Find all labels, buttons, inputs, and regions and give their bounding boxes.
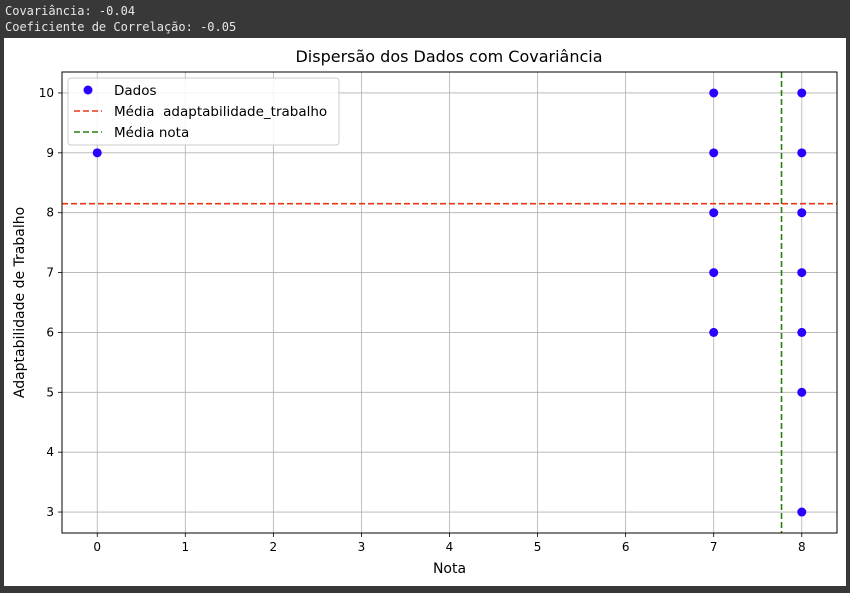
x-tick-label: 0 [93, 540, 101, 554]
covariance-line: Covariância: -0.04 [5, 4, 136, 18]
correlation-line: Coeficiente de Correlação: -0.05 [5, 20, 237, 34]
data-point [797, 148, 807, 158]
data-point [92, 148, 102, 158]
mean-lines [62, 72, 837, 533]
y-tick-label: 5 [46, 385, 54, 399]
console-output: Covariância: -0.04 Coeficiente de Correl… [0, 0, 850, 38]
x-tick-label: 2 [270, 540, 278, 554]
grid-lines [62, 72, 837, 533]
x-tick-label: 4 [446, 540, 454, 554]
x-tick-label: 5 [534, 540, 542, 554]
y-tick-label: 10 [39, 86, 54, 100]
legend-marker [83, 85, 93, 95]
data-point [797, 208, 807, 218]
data-point [797, 88, 807, 98]
y-tick-label: 6 [46, 325, 54, 339]
x-axis-label: Nota [433, 561, 466, 577]
data-point [797, 387, 807, 397]
x-tick-label: 8 [798, 540, 806, 554]
data-point [797, 327, 807, 337]
data-points [92, 88, 807, 517]
legend-label: Dados [114, 83, 157, 99]
x-tick-label: 3 [358, 540, 366, 554]
chart-title: Dispersão dos Dados com Covariância [295, 47, 602, 66]
y-tick-label: 8 [46, 206, 54, 220]
chart-legend: Dados Média adaptabilidade_trabalho Média … [67, 77, 340, 146]
data-point [709, 268, 719, 278]
data-point [709, 148, 719, 158]
legend-label: Média nota [114, 125, 189, 141]
x-tick-label: 1 [181, 540, 189, 554]
x-axis-ticks: 0 1 2 3 4 5 6 7 8 [93, 533, 806, 554]
x-tick-label: 6 [622, 540, 630, 554]
scatter-chart: Dispersão dos Dados com Covariância 0 1 2 3… [12, 47, 838, 577]
x-tick-label: 7 [710, 540, 718, 554]
data-point [709, 327, 719, 337]
legend-label: Média adaptabilidade_trabalho [114, 104, 327, 120]
y-axis-label: Adaptabilidade de Trabalho [12, 207, 28, 398]
y-tick-label: 3 [46, 505, 54, 519]
y-tick-label: 7 [46, 266, 54, 280]
data-point [709, 208, 719, 218]
y-tick-label: 9 [46, 146, 54, 160]
data-point [709, 88, 719, 98]
data-point [797, 268, 807, 278]
chart-figure: Dispersão dos Dados com Covariância 0 1 2 3… [4, 38, 846, 586]
data-point [797, 507, 807, 517]
y-axis-ticks: 3 4 5 6 7 8 9 10 [39, 86, 62, 519]
y-tick-label: 4 [46, 445, 54, 459]
legend-box [67, 77, 340, 146]
